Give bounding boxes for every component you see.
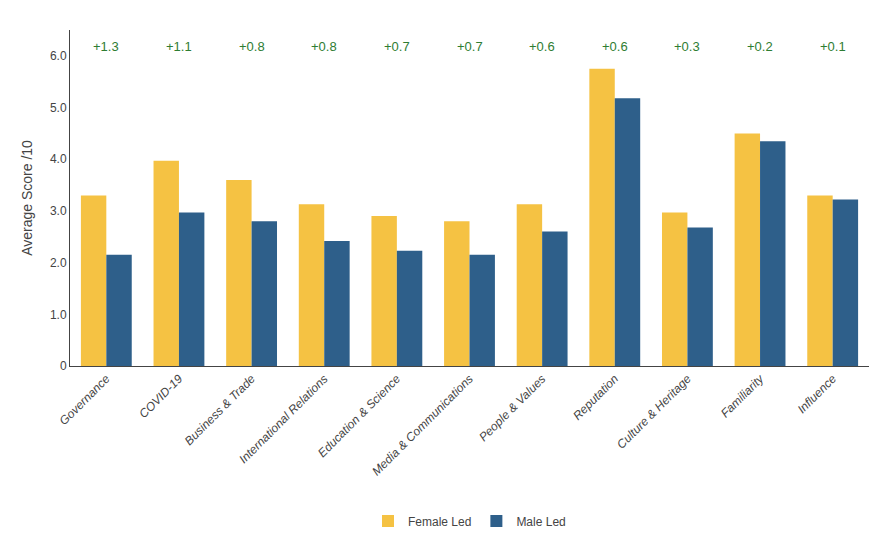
svg-text:+0.3: +0.3 <box>674 39 700 54</box>
svg-text:1.0: 1.0 <box>50 308 67 322</box>
svg-text:4.0: 4.0 <box>50 152 67 166</box>
svg-text:+0.6: +0.6 <box>602 39 628 54</box>
svg-text:+1.1: +1.1 <box>166 39 192 54</box>
svg-text:+0.8: +0.8 <box>311 39 337 54</box>
svg-text:Governance: Governance <box>57 372 113 428</box>
svg-text:+0.6: +0.6 <box>529 39 555 54</box>
svg-text:COVID-19: COVID-19 <box>136 372 185 421</box>
svg-text:+0.7: +0.7 <box>457 39 483 54</box>
svg-text:+0.7: +0.7 <box>384 39 410 54</box>
svg-text:2.0: 2.0 <box>50 256 67 270</box>
svg-text:+0.2: +0.2 <box>747 39 773 54</box>
svg-text:Culture & Heritage: Culture & Heritage <box>614 372 694 452</box>
svg-text:Business & Trade: Business & Trade <box>182 372 258 448</box>
svg-text:International Relations: International Relations <box>236 372 330 466</box>
svg-text:6.0: 6.0 <box>50 49 67 63</box>
svg-text:Male Led: Male Led <box>516 515 565 529</box>
svg-text:0: 0 <box>60 359 67 373</box>
svg-text:+0.1: +0.1 <box>820 39 846 54</box>
svg-text:Reputation: Reputation <box>570 372 621 423</box>
svg-text:+1.3: +1.3 <box>93 39 119 54</box>
svg-text:Female Led: Female Led <box>408 515 471 529</box>
svg-text:Influence: Influence <box>795 372 840 417</box>
svg-text:5.0: 5.0 <box>50 101 67 115</box>
svg-text:Media & Communications: Media & Communications <box>369 372 476 479</box>
svg-text:3.0: 3.0 <box>50 204 67 218</box>
svg-text:+0.8: +0.8 <box>239 39 265 54</box>
svg-text:People & Values: People & Values <box>476 372 548 444</box>
svg-text:Education & Science: Education & Science <box>315 372 403 460</box>
svg-text:Average Score /10: Average Score /10 <box>19 140 35 256</box>
svg-text:Familiarity: Familiarity <box>718 371 767 420</box>
